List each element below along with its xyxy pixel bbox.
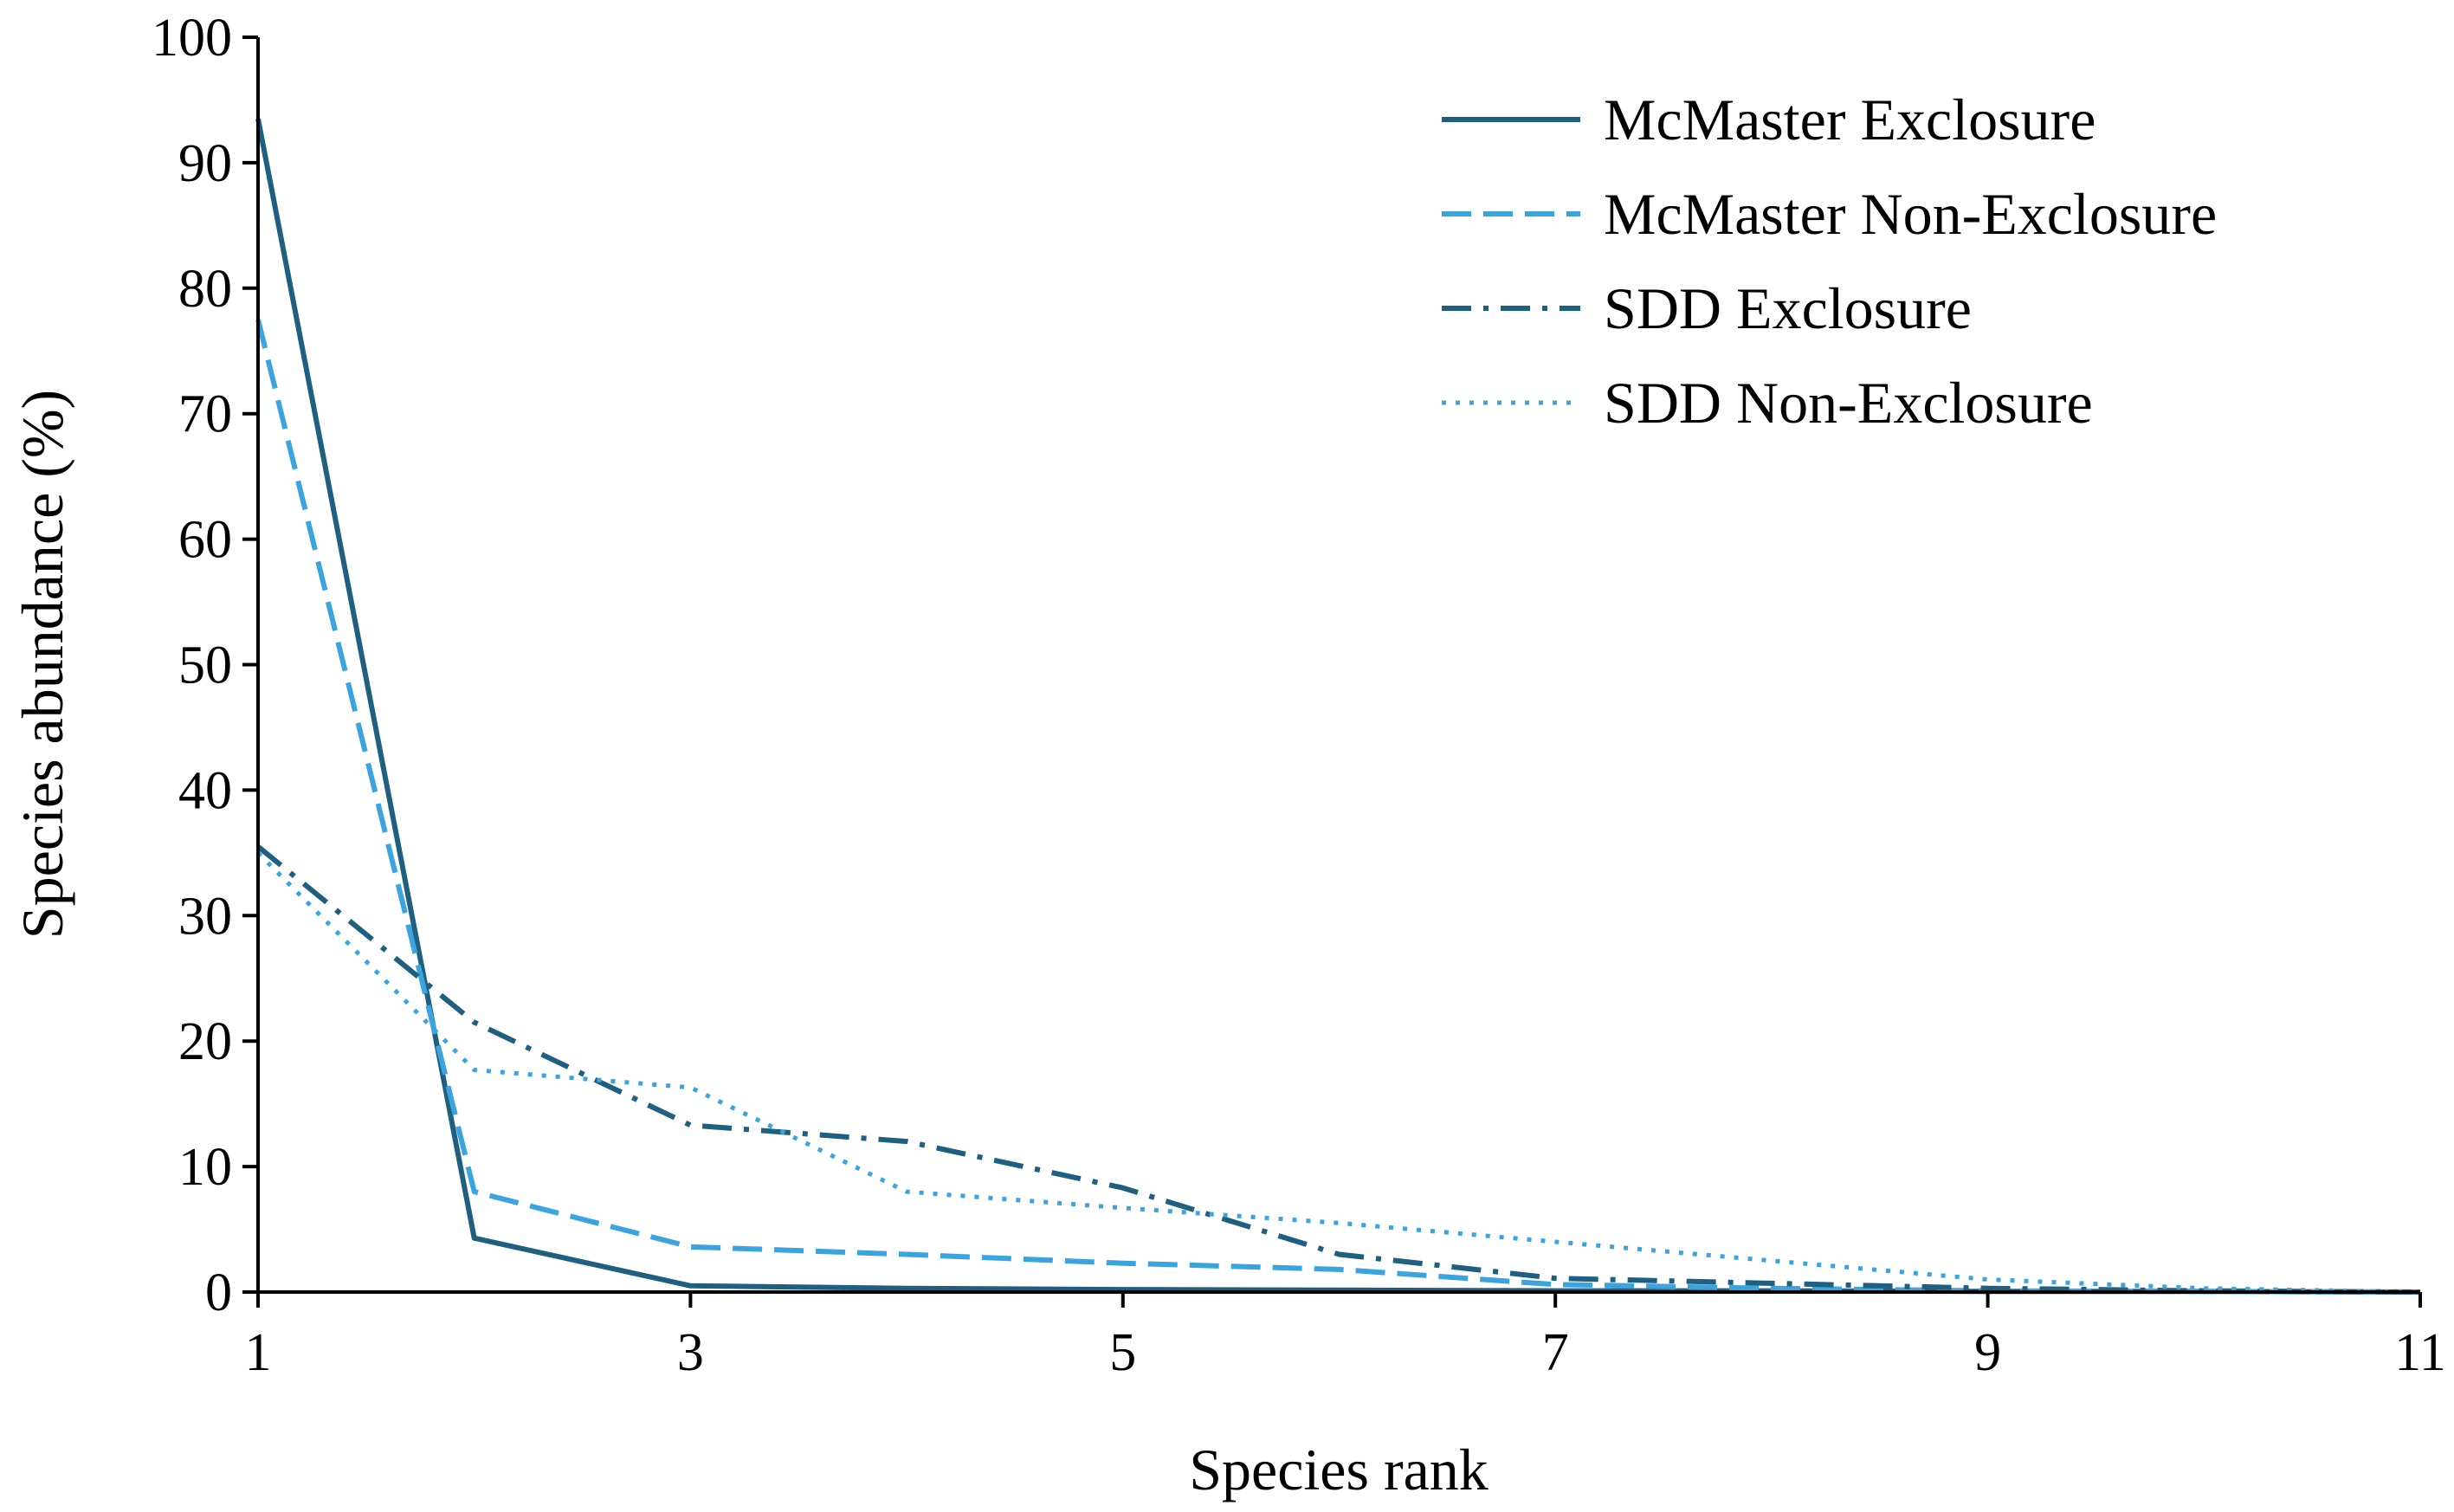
legend-label-3: SDD Exclosure [1604,275,1972,341]
y-tick-label: 10 [178,1138,232,1197]
y-tick-label: 50 [178,636,232,695]
y-tick-label: 40 [178,761,232,820]
y-tick-label: 100 [152,9,232,68]
x-axis-ticks: 1 3 5 7 9 11 [245,1292,2446,1382]
x-tick-label: 3 [677,1323,704,1382]
y-tick-label: 20 [178,1012,232,1071]
series-line-3 [256,844,2421,1295]
x-tick-label: 1 [245,1323,272,1382]
y-axis-ticks: 0 10 20 30 40 50 60 70 80 90 100 [152,9,258,1322]
x-tick-label: 7 [1542,1323,1569,1382]
x-tick-label: 5 [1109,1323,1136,1382]
plot-area [255,118,2421,1295]
y-axis-title: Species abundance (%) [10,390,75,939]
legend: McMaster Exclosure McMaster Non-Exclosure… [1442,87,2217,436]
x-tick-label: 9 [1974,1323,2001,1382]
series-line-1 [255,118,2421,1295]
legend-label-4: SDD Non-Exclosure [1604,370,2093,436]
y-tick-label: 60 [178,511,232,570]
x-tick-label: 11 [2394,1323,2446,1382]
series-line-2 [255,319,2421,1295]
x-axis-title: Species rank [1189,1437,1489,1502]
y-tick-label: 70 [178,385,232,444]
y-tick-label: 90 [178,134,232,193]
legend-label-2: McMaster Non-Exclosure [1604,181,2217,247]
y-tick-label: 0 [205,1263,232,1322]
y-tick-label: 30 [178,887,232,946]
y-tick-label: 80 [178,260,232,319]
legend-label-1: McMaster Exclosure [1604,87,2096,152]
